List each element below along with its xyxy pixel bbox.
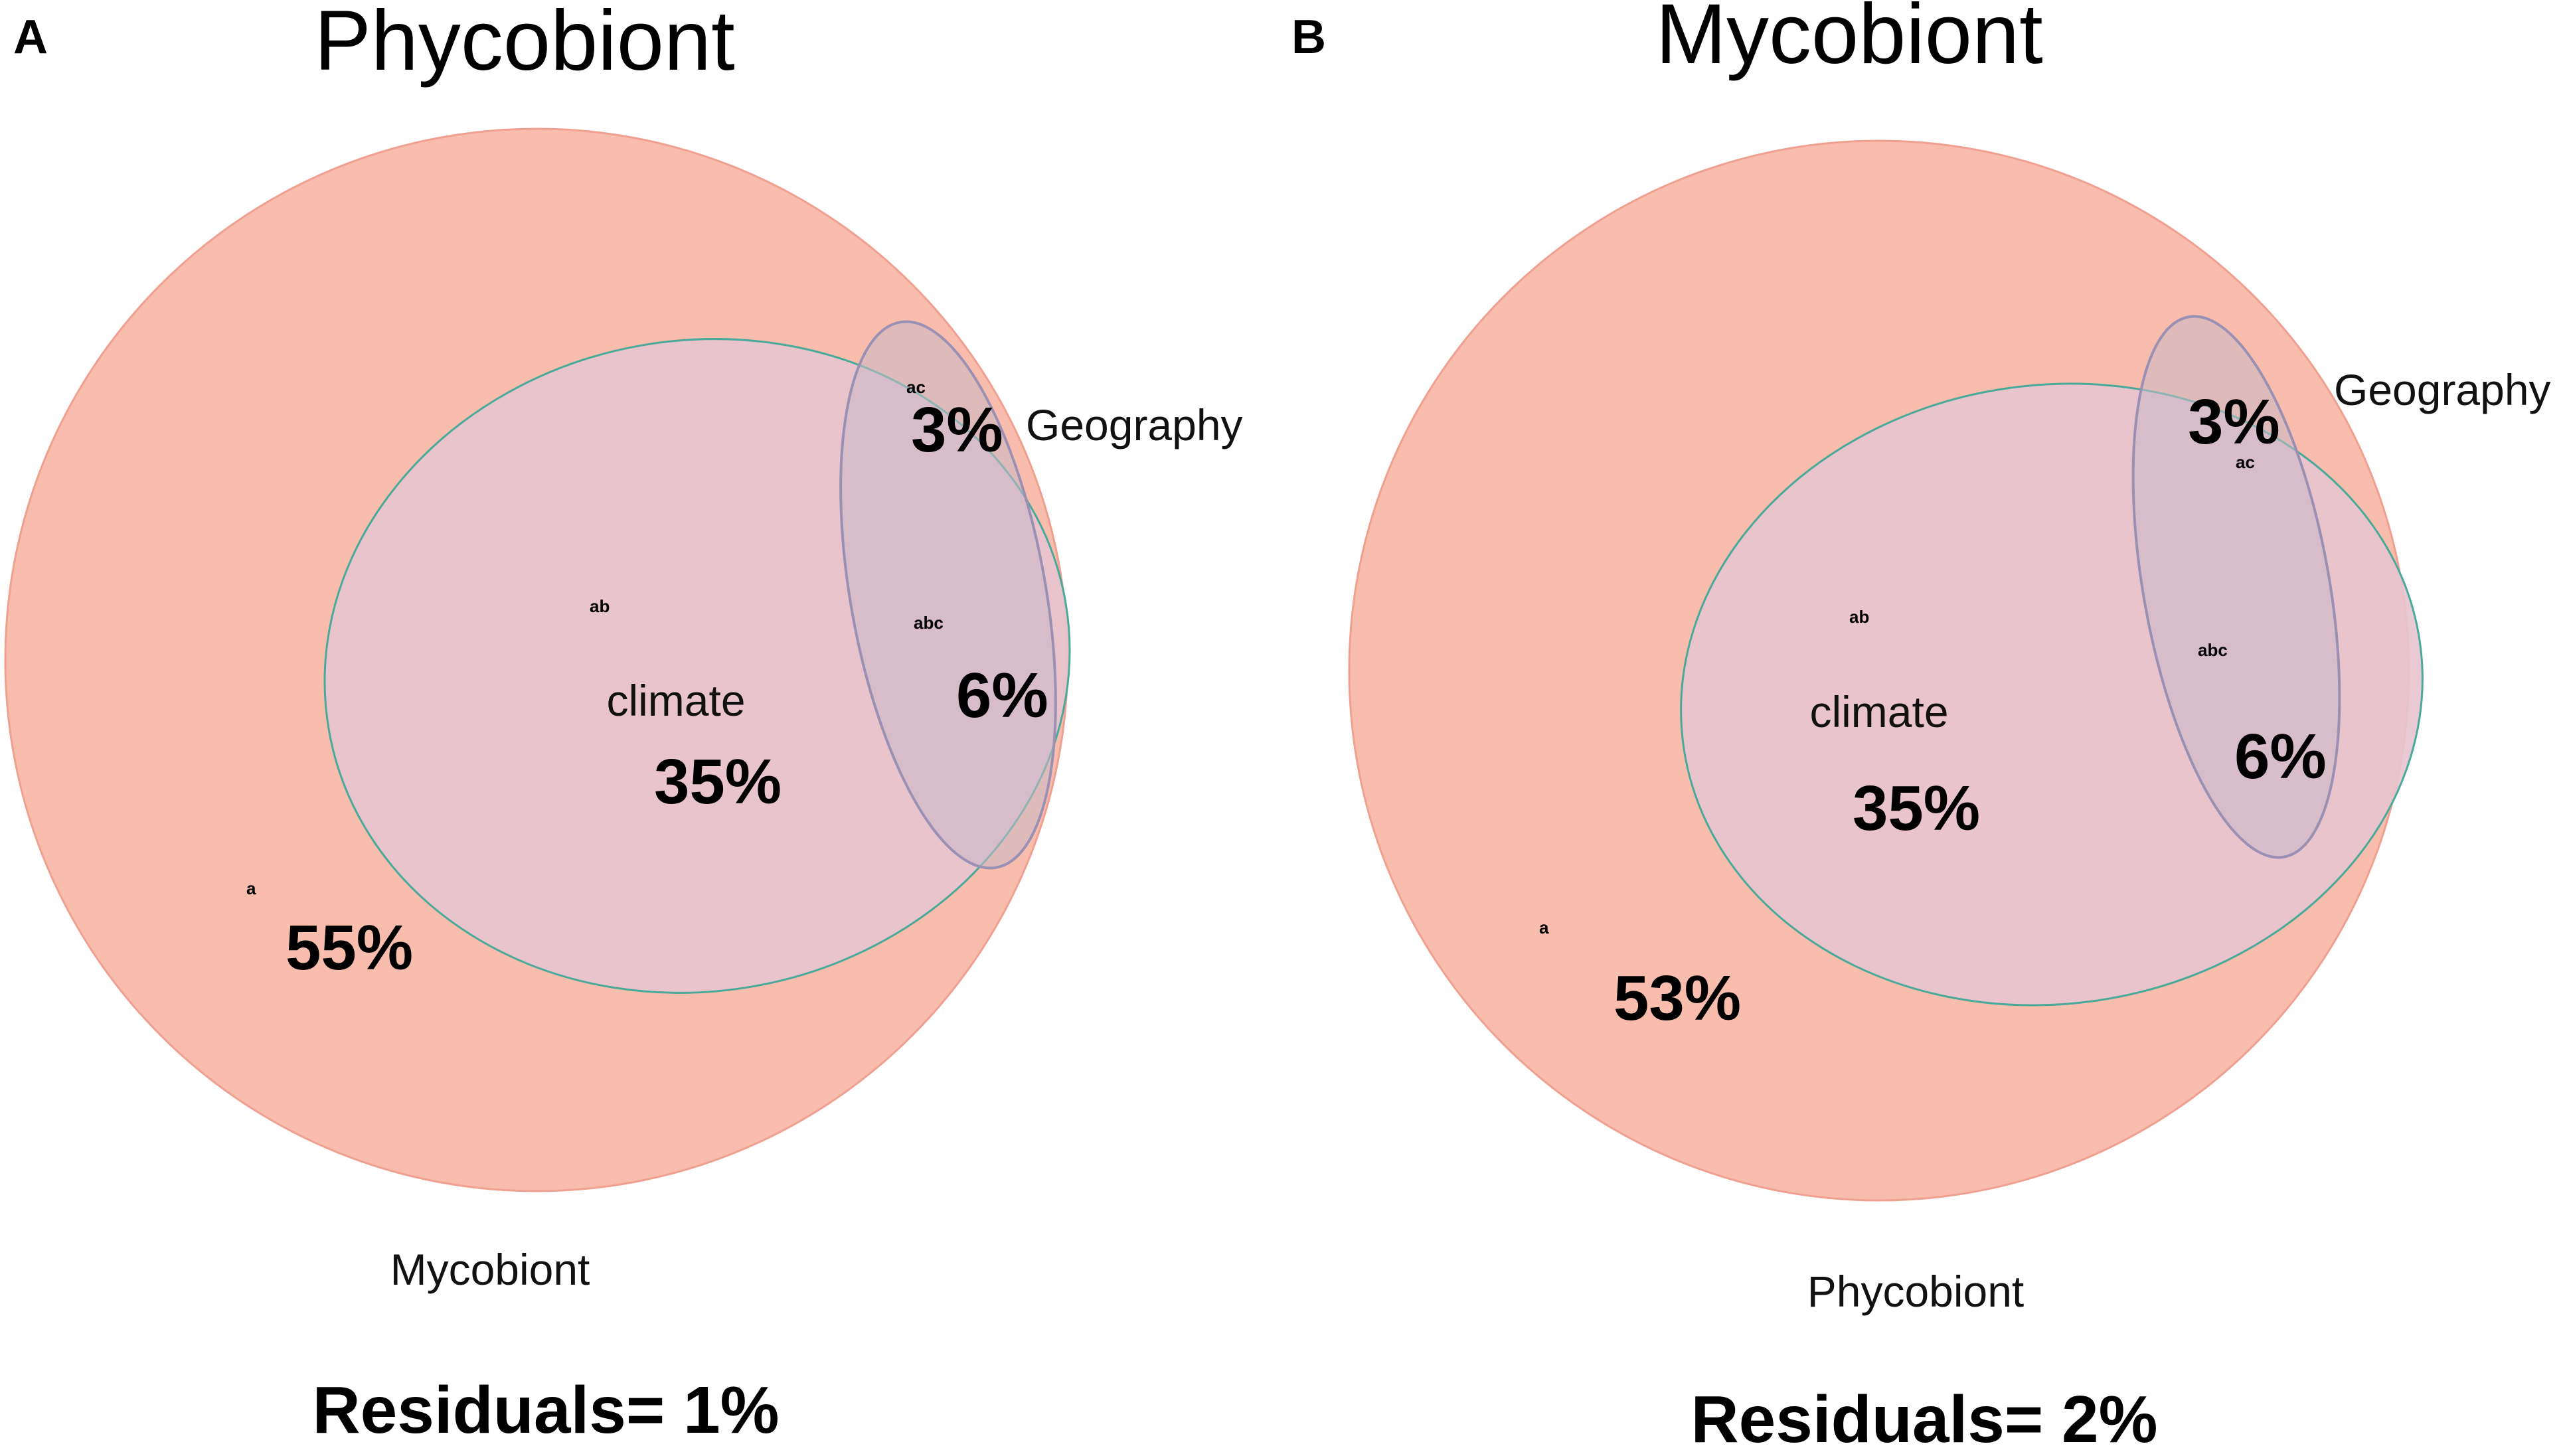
- panel-a-ac-pct: 3%: [911, 394, 1003, 465]
- panel-b-residuals: Residuals= 2%: [1691, 1382, 2157, 1456]
- panel-a-ab-pct: 35%: [654, 746, 782, 817]
- panel-b-outer-label: Phycobiont: [1807, 1267, 2025, 1316]
- panel-a-ab-tag: ab: [590, 596, 610, 616]
- panel-a-title: Phycobiont: [314, 0, 734, 88]
- panel-b-a-tag: a: [1539, 918, 1549, 937]
- panel-b-letter: B: [1291, 11, 1326, 64]
- panel-b-abc-pct: 6%: [2234, 721, 2327, 792]
- panel-b-title: Mycobiont: [1655, 0, 2042, 82]
- panel-a-ac-tag: ac: [906, 377, 926, 397]
- panel-a-residuals: Residuals= 1%: [312, 1373, 779, 1447]
- panel-a-abc-pct: 6%: [956, 660, 1048, 731]
- panel-a-climate-label: climate: [606, 676, 745, 725]
- panel-b-geography-ellipse: [2131, 315, 2341, 859]
- panel-b-ab-tag: ab: [1849, 607, 1869, 627]
- panel-a-letter: A: [13, 11, 48, 64]
- panel-b-climate-label: climate: [1809, 687, 1948, 736]
- panel-b-geography-label: Geography: [2334, 365, 2551, 414]
- panel-a-abc-tag: abc: [914, 613, 944, 633]
- panel-b: B Mycobiont Geography climate 3% ac ab 3…: [1291, 0, 2551, 1456]
- panel-a-a-tag: a: [246, 878, 256, 898]
- panel-a: A Phycobiont Geography climate ac 3% ab …: [4, 0, 1243, 1447]
- panel-a-outer-label: Mycobiont: [390, 1245, 590, 1294]
- panel-b-a-pct: 53%: [1613, 963, 1741, 1034]
- panel-a-geography-ellipse: [839, 320, 1057, 870]
- panel-b-ac-tag: ac: [2236, 452, 2255, 472]
- panel-b-abc-tag: abc: [2198, 640, 2228, 660]
- panel-a-geography-label: Geography: [1026, 400, 1243, 449]
- panel-a-a-pct: 55%: [286, 912, 413, 983]
- panel-b-ab-pct: 35%: [1853, 773, 1980, 844]
- panel-b-ac-pct: 3%: [2188, 386, 2280, 457]
